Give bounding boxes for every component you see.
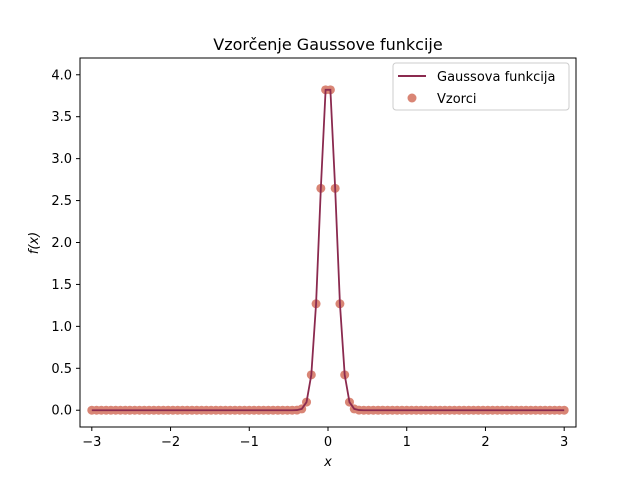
y-tick-label-7: 3.5	[51, 110, 72, 125]
plot-area	[80, 58, 576, 427]
y-tick-label-6: 3.0	[51, 152, 72, 167]
x-tick-label-2: −1	[240, 435, 259, 450]
legend-label-line: Gaussova funkcija	[437, 70, 556, 85]
x-tick-label-0: −3	[82, 435, 101, 450]
x-tick-label-6: 3	[560, 435, 568, 450]
y-tick-label-0: 0.0	[51, 404, 72, 419]
series-layer	[87, 85, 569, 415]
x-tick-label-4: 1	[403, 435, 411, 450]
gaussian-line	[91, 88, 565, 412]
legend-frame	[392, 62, 570, 111]
y-tick-label-4: 2.0	[51, 236, 72, 251]
legend: Gaussova funkcija Vzorci	[392, 62, 570, 111]
x-tick-label-1: −2	[161, 435, 180, 450]
legend-label-scatter: Vzorci	[437, 92, 477, 107]
plot-frame	[79, 57, 577, 428]
x-tick-label-3: 0	[324, 435, 332, 450]
y-tick-label-8: 4.0	[51, 68, 72, 83]
chart-title: Vzorčenje Gaussove funkcije	[213, 35, 442, 54]
legend-swatch-marker	[407, 93, 417, 103]
x-tick-label-5: 2	[481, 435, 489, 450]
y-axis-label: f(x)	[27, 232, 42, 254]
y-tick-label-1: 0.5	[51, 362, 72, 377]
x-axis-label: x	[323, 455, 332, 470]
y-tick-label-2: 1.0	[51, 320, 72, 335]
y-tick-label-5: 2.5	[51, 194, 72, 209]
ticks-layer: −3 −2 −1 0 1 2 3 0.0 0.5 1.0 1.5 2.0 2.5 3.0 3.5 4.0	[51, 68, 568, 450]
y-tick-label-3: 1.5	[51, 278, 72, 293]
